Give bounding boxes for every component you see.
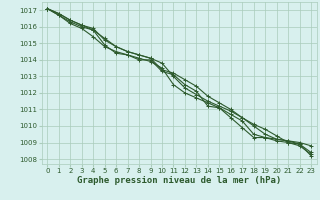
X-axis label: Graphe pression niveau de la mer (hPa): Graphe pression niveau de la mer (hPa) — [77, 176, 281, 185]
